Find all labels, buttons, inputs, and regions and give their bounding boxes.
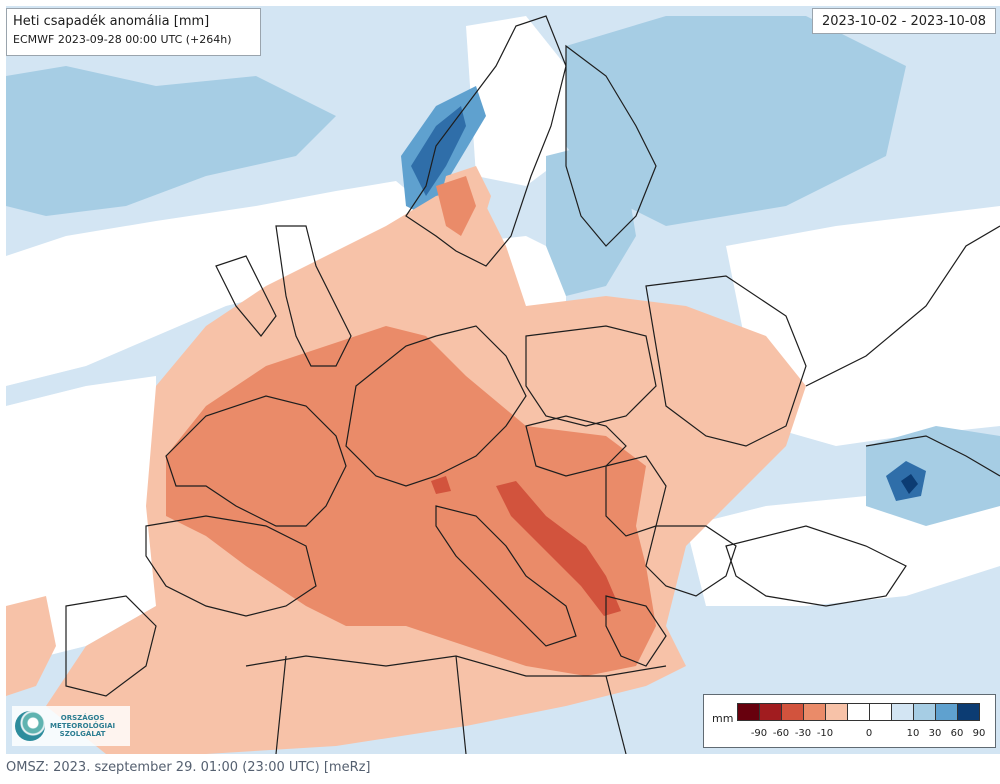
legend-label: 10	[906, 728, 920, 739]
legend-swatch	[847, 703, 870, 721]
dry-zone-north-germany	[436, 176, 476, 236]
neutral-zone-southwest	[6, 376, 156, 666]
legend-swatch	[781, 703, 804, 721]
dry-zone-alps	[431, 476, 451, 494]
legend-swatch	[935, 703, 958, 721]
period-label: 2023-10-02 - 2023-10-08	[812, 8, 996, 34]
map-canvas	[6, 6, 1000, 754]
wet-zone-north-atlantic	[6, 66, 336, 216]
footer-credit: OMSZ: 2023. szeptember 29. 01:00 (23:00 …	[6, 760, 371, 775]
model-run-label: ECMWF 2023-09-28 00:00 UTC (+264h)	[13, 33, 232, 46]
legend-label: 90	[972, 728, 986, 739]
legend-swatch	[803, 703, 826, 721]
legend-swatch	[737, 703, 760, 721]
dry-zone-iberia-west	[6, 596, 56, 696]
legend-swatch	[913, 703, 936, 721]
legend-label: -30	[794, 728, 812, 739]
wet-zone-sweden	[546, 146, 636, 296]
logo-line: ORSZÁGOS	[60, 714, 105, 722]
legend-swatches	[737, 703, 980, 721]
logo-line: METEOROLÓGIAI	[50, 722, 116, 730]
wet-zone-caucasus	[866, 426, 1000, 526]
color-legend: mm -90 -60 -30 -10 0 10 30 60 90	[703, 694, 996, 748]
logo-line: SZOLGÁLAT	[59, 730, 106, 738]
map-title-box: Heti csapadék anomália [mm] ECMWF 2023-0…	[6, 8, 261, 56]
legend-swatch	[869, 703, 892, 721]
dry-zone-core	[166, 326, 656, 676]
map-title: Heti csapadék anomália [mm]	[13, 14, 210, 29]
legend-label: -10	[816, 728, 834, 739]
legend-label: -60	[772, 728, 790, 739]
wet-zone-northeast	[566, 16, 906, 226]
dry-zone-adriatic	[496, 481, 621, 616]
neutral-zone-north-sea	[466, 16, 566, 186]
legend-swatch	[891, 703, 914, 721]
legend-labels: -90 -60 -30 -10 0 10 30 60 90	[737, 728, 997, 742]
legend-unit: mm	[712, 712, 734, 725]
legend-label: -90	[750, 728, 768, 739]
legend-swatch	[825, 703, 848, 721]
wet-zone-norway-core	[411, 106, 466, 196]
logo-text: ORSZÁGOS METEOROLÓGIAI SZOLGÁLAT	[50, 714, 115, 738]
legend-swatch	[759, 703, 782, 721]
legend-swatch	[957, 703, 980, 721]
country-borders	[65, 15, 1000, 754]
omsz-logo: ORSZÁGOS METEOROLÓGIAI SZOLGÁLAT	[12, 706, 130, 746]
legend-label: 60	[950, 728, 964, 739]
legend-label: 30	[928, 728, 942, 739]
neutral-zone-atlantic	[6, 181, 426, 386]
legend-label: 0	[865, 728, 873, 739]
wet-zone-caucasus-peak	[901, 474, 918, 494]
precipitation-anomaly-map	[6, 6, 1000, 754]
omsz-logo-icon	[15, 711, 45, 741]
